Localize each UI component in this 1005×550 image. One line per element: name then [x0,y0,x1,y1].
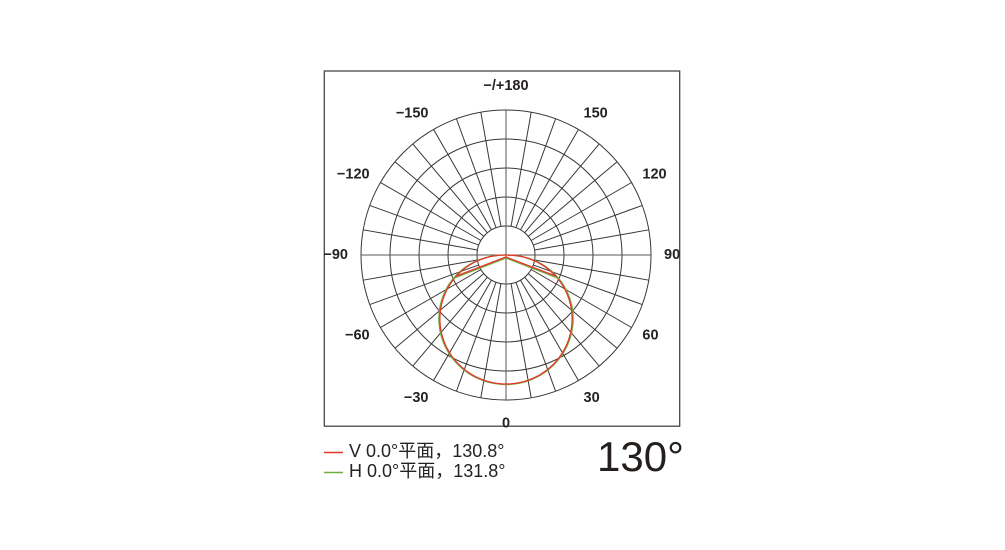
svg-text:30: 30 [584,390,600,406]
svg-text:130°: 130° [597,433,684,480]
svg-text:−90: −90 [323,247,348,263]
svg-text:−150: −150 [396,106,429,122]
svg-text:H 0.0°平面，131.8°: H 0.0°平面，131.8° [349,461,505,481]
svg-text:V 0.0°平面，130.8°: V 0.0°平面，130.8° [349,441,504,461]
svg-text:90: 90 [664,247,680,263]
svg-text:−60: −60 [345,327,370,343]
svg-text:0: 0 [502,416,510,432]
svg-text:−30: −30 [404,390,429,406]
svg-text:60: 60 [642,327,658,343]
svg-text:−/+180: −/+180 [483,78,528,94]
svg-text:120: 120 [642,166,666,182]
svg-text:150: 150 [584,106,608,122]
svg-text:−120: −120 [337,166,370,182]
